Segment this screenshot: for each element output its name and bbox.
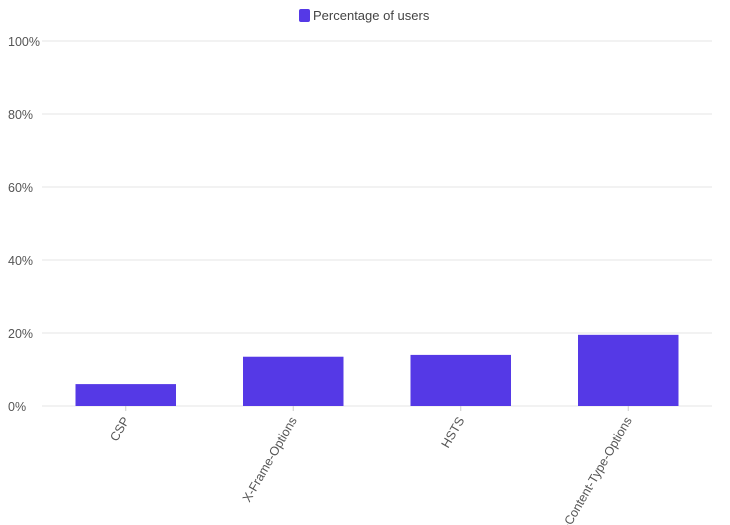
bar[interactable] xyxy=(410,354,512,406)
y-tick-label: 20% xyxy=(8,327,33,341)
x-tick-label: HSTS xyxy=(439,415,468,451)
bar[interactable] xyxy=(243,356,344,406)
x-axis: CSP X-Frame-Options HSTS X-Content-Type-Opt… xyxy=(107,406,635,525)
bars xyxy=(75,334,679,406)
x-tick-label: CSP xyxy=(107,415,132,444)
y-tick-label: 100% xyxy=(8,35,40,49)
legend-label: Percentage of users xyxy=(313,8,430,23)
y-tick-label: 0% xyxy=(8,400,26,414)
y-axis: 0% 20% 40% 60% 80% 100% xyxy=(8,35,40,414)
bar[interactable] xyxy=(75,384,177,406)
legend[interactable]: Percentage of users xyxy=(299,8,430,23)
x-tick-label: X-Frame-Options xyxy=(240,415,300,505)
y-tick-label: 60% xyxy=(8,181,33,195)
y-tick-label: 80% xyxy=(8,108,33,122)
x-tick-label: X-Content-Type-Options xyxy=(555,415,635,525)
y-tick-label: 40% xyxy=(8,254,33,268)
legend-swatch xyxy=(299,9,310,22)
bar[interactable] xyxy=(578,334,679,406)
